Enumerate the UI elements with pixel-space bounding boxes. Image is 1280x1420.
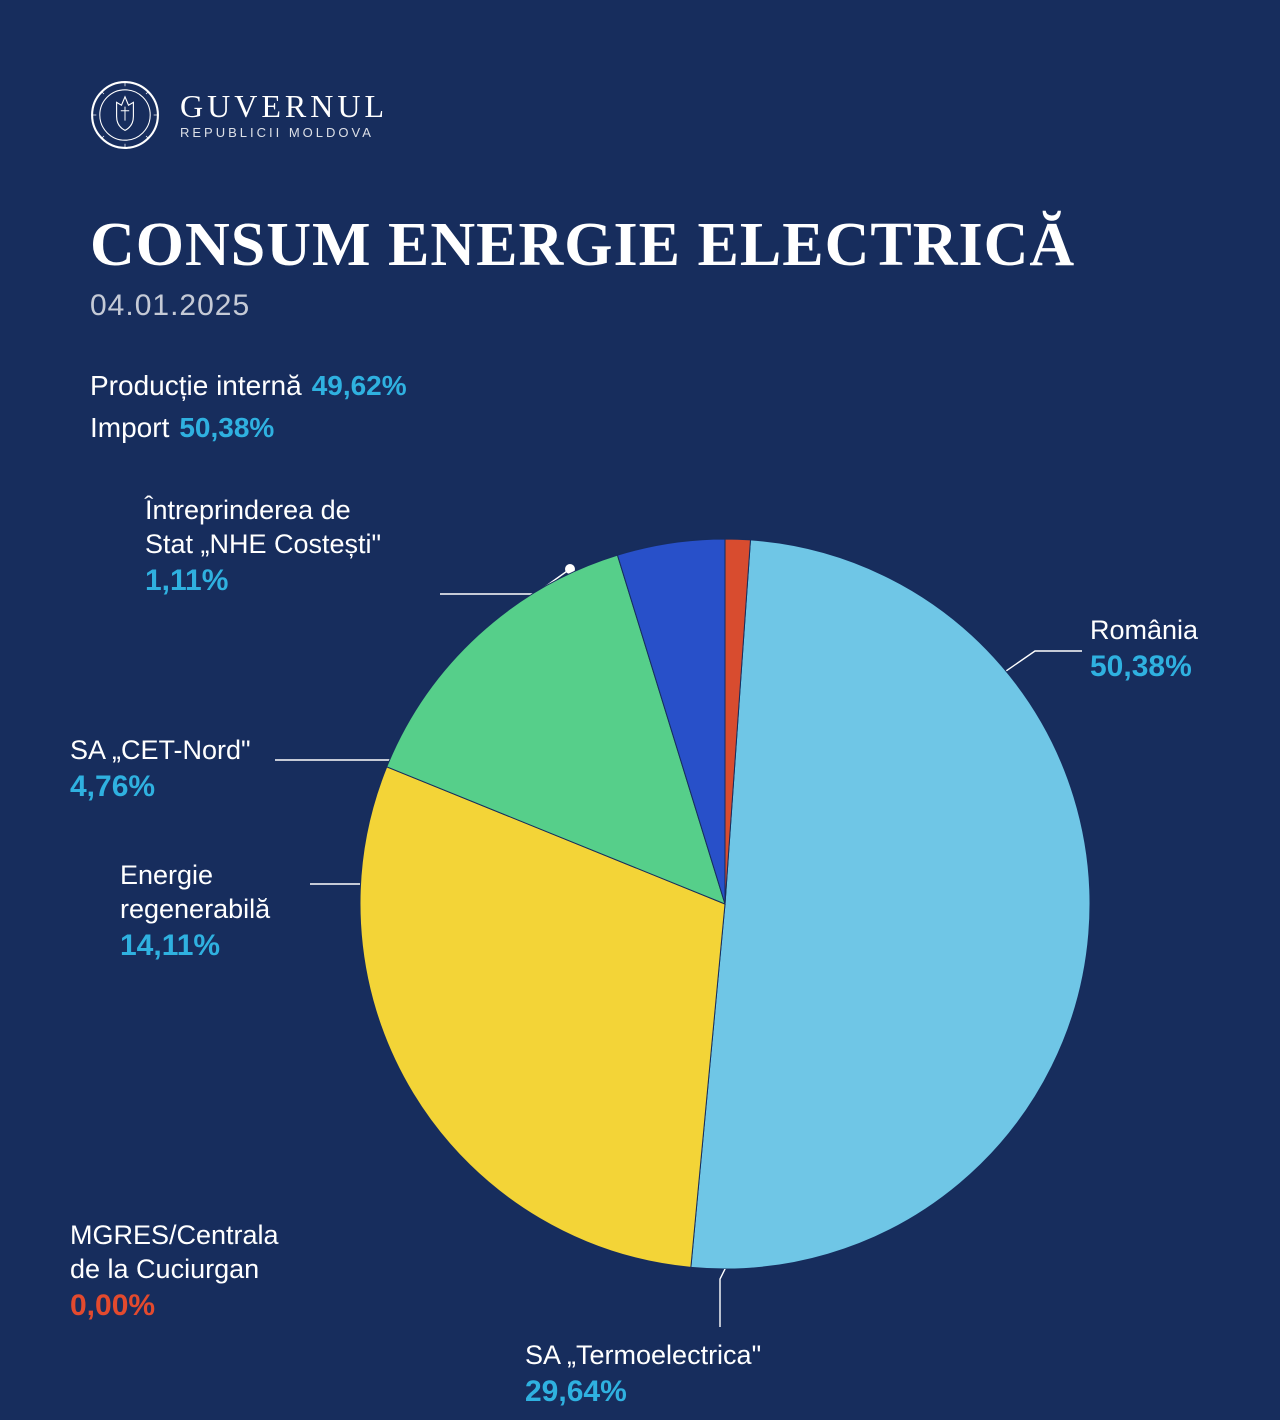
label-cetnord: SA „CET-Nord"4,76%	[70, 734, 251, 805]
label-termoelectrica: SA „Termoelectrica"29,64%	[525, 1339, 761, 1410]
label-name-regenerabila: Energieregenerabilă	[120, 859, 270, 927]
label-name-romania: România	[1090, 614, 1198, 648]
label-name-mgres: MGRES/Centralade la Cuciurgan	[70, 1219, 279, 1287]
label-pct-romania: 50,38%	[1090, 648, 1198, 686]
summary-internal-label: Producție internă	[90, 365, 302, 407]
label-pct-nhe: 1,11%	[145, 562, 381, 600]
label-mgres: MGRES/Centralade la Cuciurgan0,00%	[70, 1219, 279, 1324]
label-pct-termoelectrica: 29,64%	[525, 1373, 761, 1411]
label-regenerabila: Energieregenerabilă14,11%	[120, 859, 270, 964]
summary-import-value: 50,38%	[179, 407, 274, 449]
logo-text: GUVERNUL REPUBLICII MOLDOVA	[180, 89, 388, 140]
logo-block: GUVERNUL REPUBLICII MOLDOVA	[90, 80, 1190, 150]
label-pct-mgres: 0,00%	[70, 1287, 279, 1325]
chart-area: România50,38%SA „Termoelectrica"29,64%En…	[90, 479, 1190, 1379]
label-romania: România50,38%	[1090, 614, 1198, 685]
label-name-cetnord: SA „CET-Nord"	[70, 734, 251, 768]
label-pct-cetnord: 4,76%	[70, 768, 251, 806]
slice-romania	[691, 540, 1090, 1269]
logo-main: GUVERNUL	[180, 89, 388, 124]
summary-import-label: Import	[90, 407, 169, 449]
summary-block: Producție internă 49,62% Import 50,38%	[90, 365, 1190, 449]
logo-sub: REPUBLICII MOLDOVA	[180, 126, 388, 140]
label-nhe: Întreprinderea deStat „NHE Costești"1,11…	[145, 494, 381, 599]
government-seal-icon	[90, 80, 160, 150]
label-name-nhe: Întreprinderea deStat „NHE Costești"	[145, 494, 381, 562]
label-name-termoelectrica: SA „Termoelectrica"	[525, 1339, 761, 1373]
label-pct-regenerabila: 14,11%	[120, 927, 270, 965]
page-title: CONSUM ENERGIE ELECTRICĂ	[90, 210, 1190, 281]
summary-internal-value: 49,62%	[312, 365, 407, 407]
pie-chart	[360, 539, 1090, 1269]
date: 04.01.2025	[90, 289, 1190, 323]
